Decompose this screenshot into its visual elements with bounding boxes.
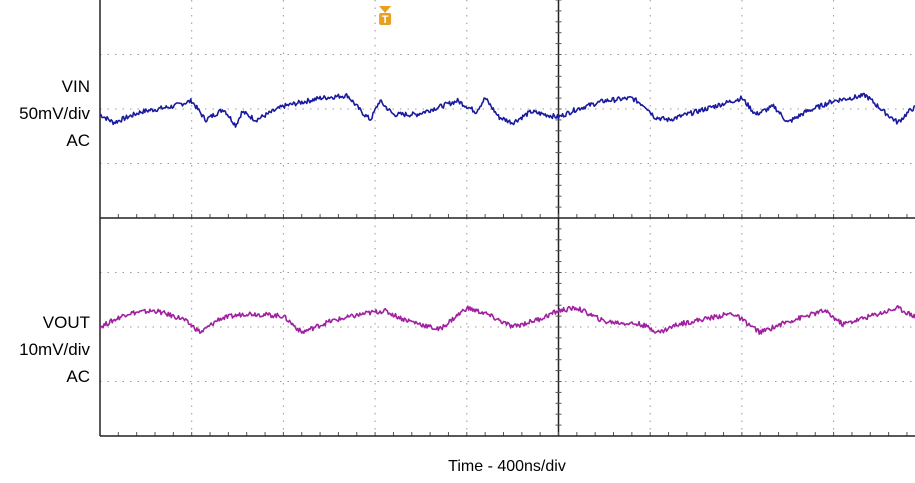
vout-trace bbox=[99, 304, 915, 335]
vin-channel-label: VIN 50mV/div AC bbox=[0, 73, 90, 154]
trigger-label: T bbox=[382, 14, 389, 26]
vout-coupling: AC bbox=[66, 367, 90, 386]
vin-scale: 50mV/div bbox=[19, 104, 90, 123]
waveform-traces bbox=[99, 92, 915, 335]
trigger-box bbox=[379, 13, 392, 25]
vout-scale: 10mV/div bbox=[19, 340, 90, 359]
vout-name: VOUT bbox=[42, 313, 90, 332]
trigger-marker-icon: T bbox=[379, 6, 392, 26]
vout-channel-label: VOUT 10mV/div AC bbox=[0, 309, 90, 390]
plot-frame bbox=[99, 0, 915, 437]
vin-trace bbox=[99, 92, 915, 128]
vin-name: VIN bbox=[61, 77, 90, 96]
vin-coupling: AC bbox=[66, 131, 90, 150]
x-axis-label: Time - 400ns/div bbox=[448, 458, 566, 475]
trigger-arrow bbox=[379, 6, 392, 13]
